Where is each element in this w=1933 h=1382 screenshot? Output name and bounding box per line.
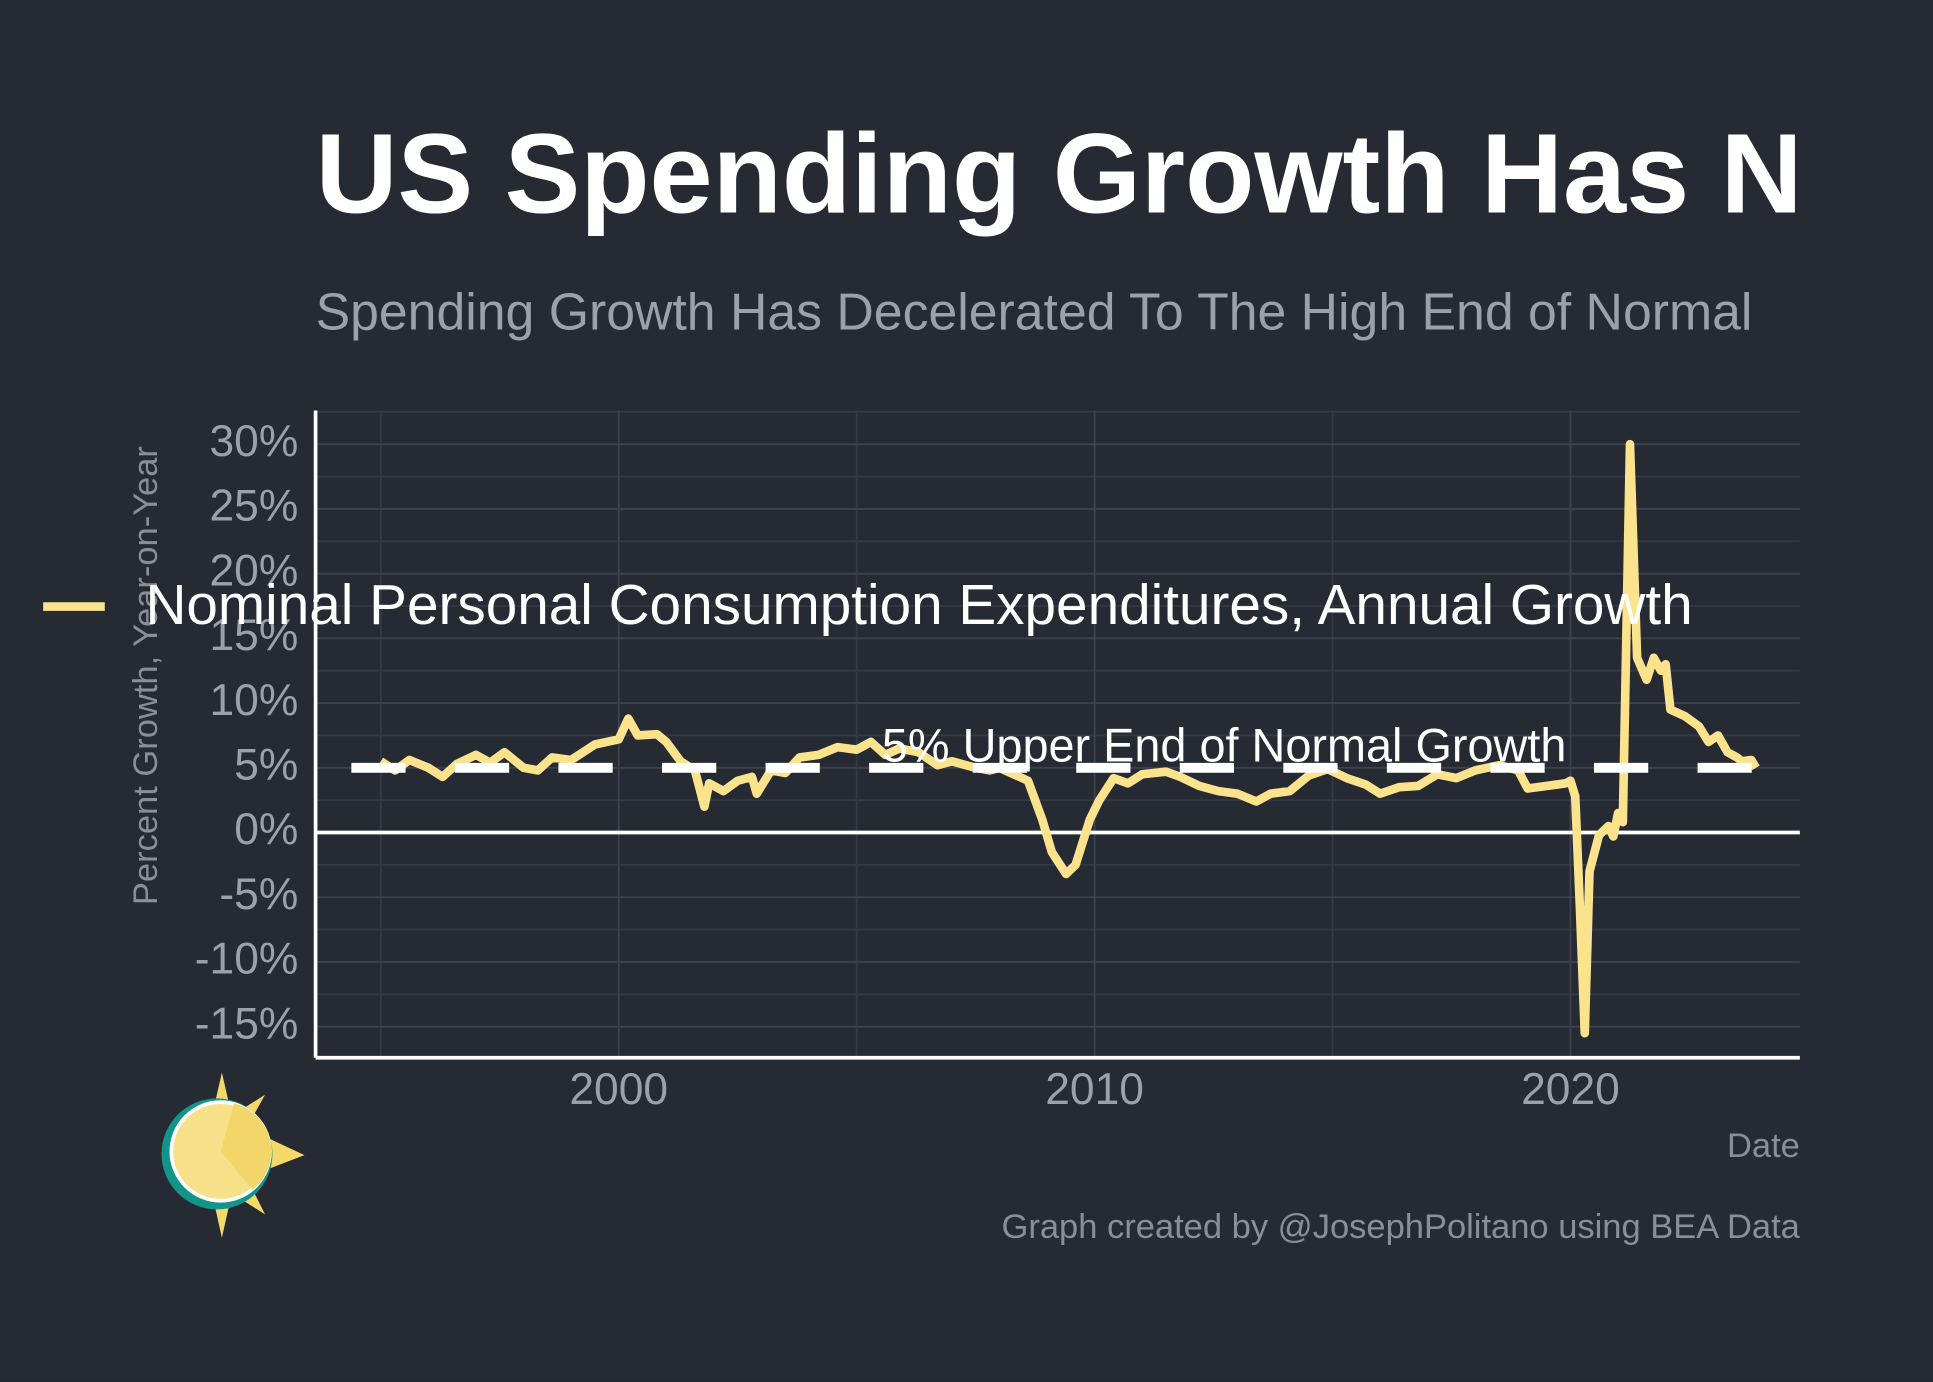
logo [161,1072,305,1238]
chart-subtitle: Spending Growth Has Decelerated To The H… [316,282,1753,340]
y-tick-label: 20% [210,546,299,595]
x-tick-label: 2010 [1045,1065,1144,1114]
chart-title: US Spending Growth Has N [316,110,1803,237]
data-line [378,439,1760,1038]
x-tick-label: 2000 [569,1065,668,1114]
x-tick-label: 2020 [1521,1065,1620,1114]
annotation: 5% Upper End of Normal Growth [882,720,1567,772]
y-tick-label: 5% [234,741,298,790]
caption: Graph created by @JosephPolitano using B… [1002,1208,1801,1246]
y-tick-label: -15% [195,999,299,1048]
y-tick-label: -5% [219,870,298,919]
y-axis-label: Percent Growth, Year-on-Year [127,446,165,905]
legend-label: Nominal Personal Consumption Expenditure… [145,574,1692,637]
x-axis-label: Date [1727,1127,1800,1165]
marks: 5% Upper End of Normal Growth [315,439,1800,1038]
y-tick-label: -10% [195,935,299,984]
y-tick-label: 25% [210,482,299,531]
y-tick-label: 0% [234,805,298,854]
y-tick-label: 30% [210,417,299,466]
y-tick-label: 10% [210,676,299,725]
y-tick-label: 15% [210,611,299,660]
legend: Nominal Personal Consumption Expenditure… [43,574,1693,637]
grid [315,410,1800,1058]
